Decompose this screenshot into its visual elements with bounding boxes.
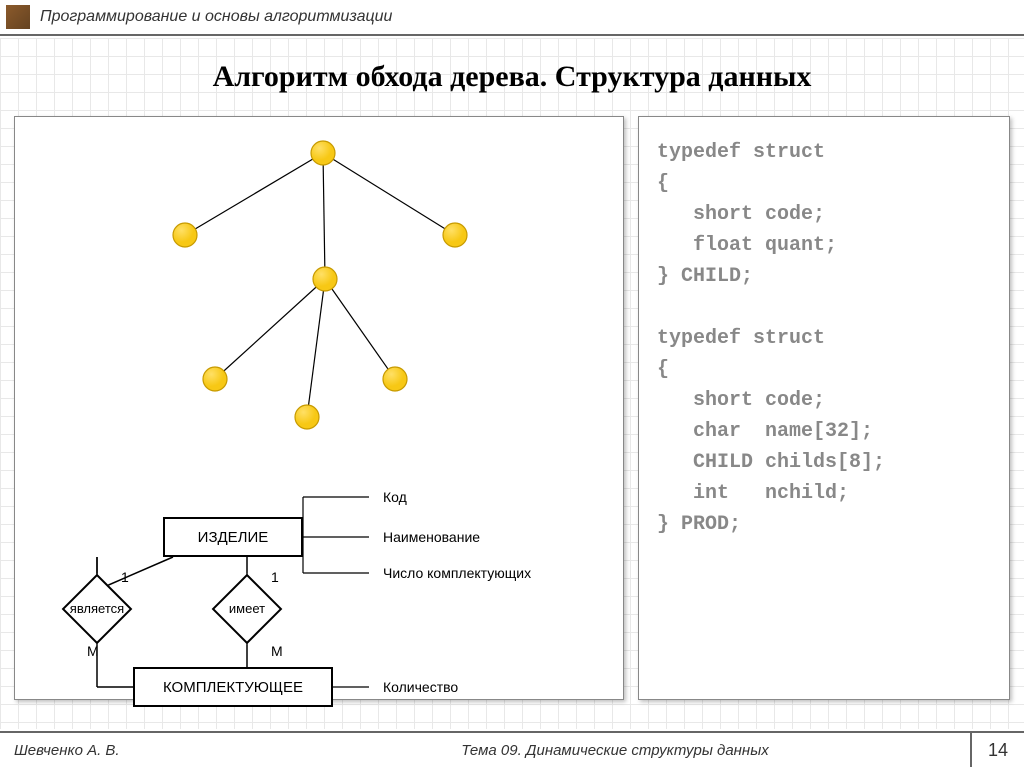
code-line [657,292,991,323]
er-attribute-label: Наименование [383,529,480,545]
slide-title: Алгоритм обхода дерева. Структура данных [0,60,1024,94]
code-line: short code; [657,385,991,416]
code-panel: typedef struct{ short code; float quant;… [638,116,1010,700]
code-line: typedef struct [657,137,991,168]
er-cardinality: M [87,643,99,659]
course-logo-icon [6,5,30,29]
code-block: typedef struct{ short code; float quant;… [657,137,991,540]
code-line: float quant; [657,230,991,261]
code-line: { [657,354,991,385]
er-cardinality: M [271,643,283,659]
footer-page-number: 14 [970,733,1024,767]
header-bar: Программирование и основы алгоритмизации [0,0,1024,36]
footer-author: Шевченко А. В. [0,742,260,759]
er-entity-product: ИЗДЕЛИЕ [163,517,303,557]
er-cardinality: 1 [121,569,129,585]
code-line: { [657,168,991,199]
er-cardinality: 1 [271,569,279,585]
er-entity-component-label: КОМПЛЕКТУЮЩЕЕ [163,679,303,696]
code-line: } CHILD; [657,261,991,292]
footer-bar: Шевченко А. В. Тема 09. Динамические стр… [0,731,1024,767]
code-line: CHILD childs[8]; [657,447,991,478]
code-line: typedef struct [657,323,991,354]
code-line: short code; [657,199,991,230]
code-line: int nchild; [657,478,991,509]
diagram-panel: ИЗДЕЛИЕ КОМПЛЕКТУЮЩЕЕ является имеет 1 1… [14,116,624,700]
er-attribute-label: Код [383,489,407,505]
er-entity-product-label: ИЗДЕЛИЕ [198,529,269,546]
er-attribute-label: Число комплектующих [383,565,531,581]
er-entity-component: КОМПЛЕКТУЮЩЕЕ [133,667,333,707]
er-attribute-label: Количество [383,679,458,695]
code-line: char name[32]; [657,416,991,447]
footer-topic: Тема 09. Динамические структуры данных [260,742,970,759]
code-line: } PROD; [657,509,991,540]
course-title: Программирование и основы алгоритмизации [40,8,392,26]
